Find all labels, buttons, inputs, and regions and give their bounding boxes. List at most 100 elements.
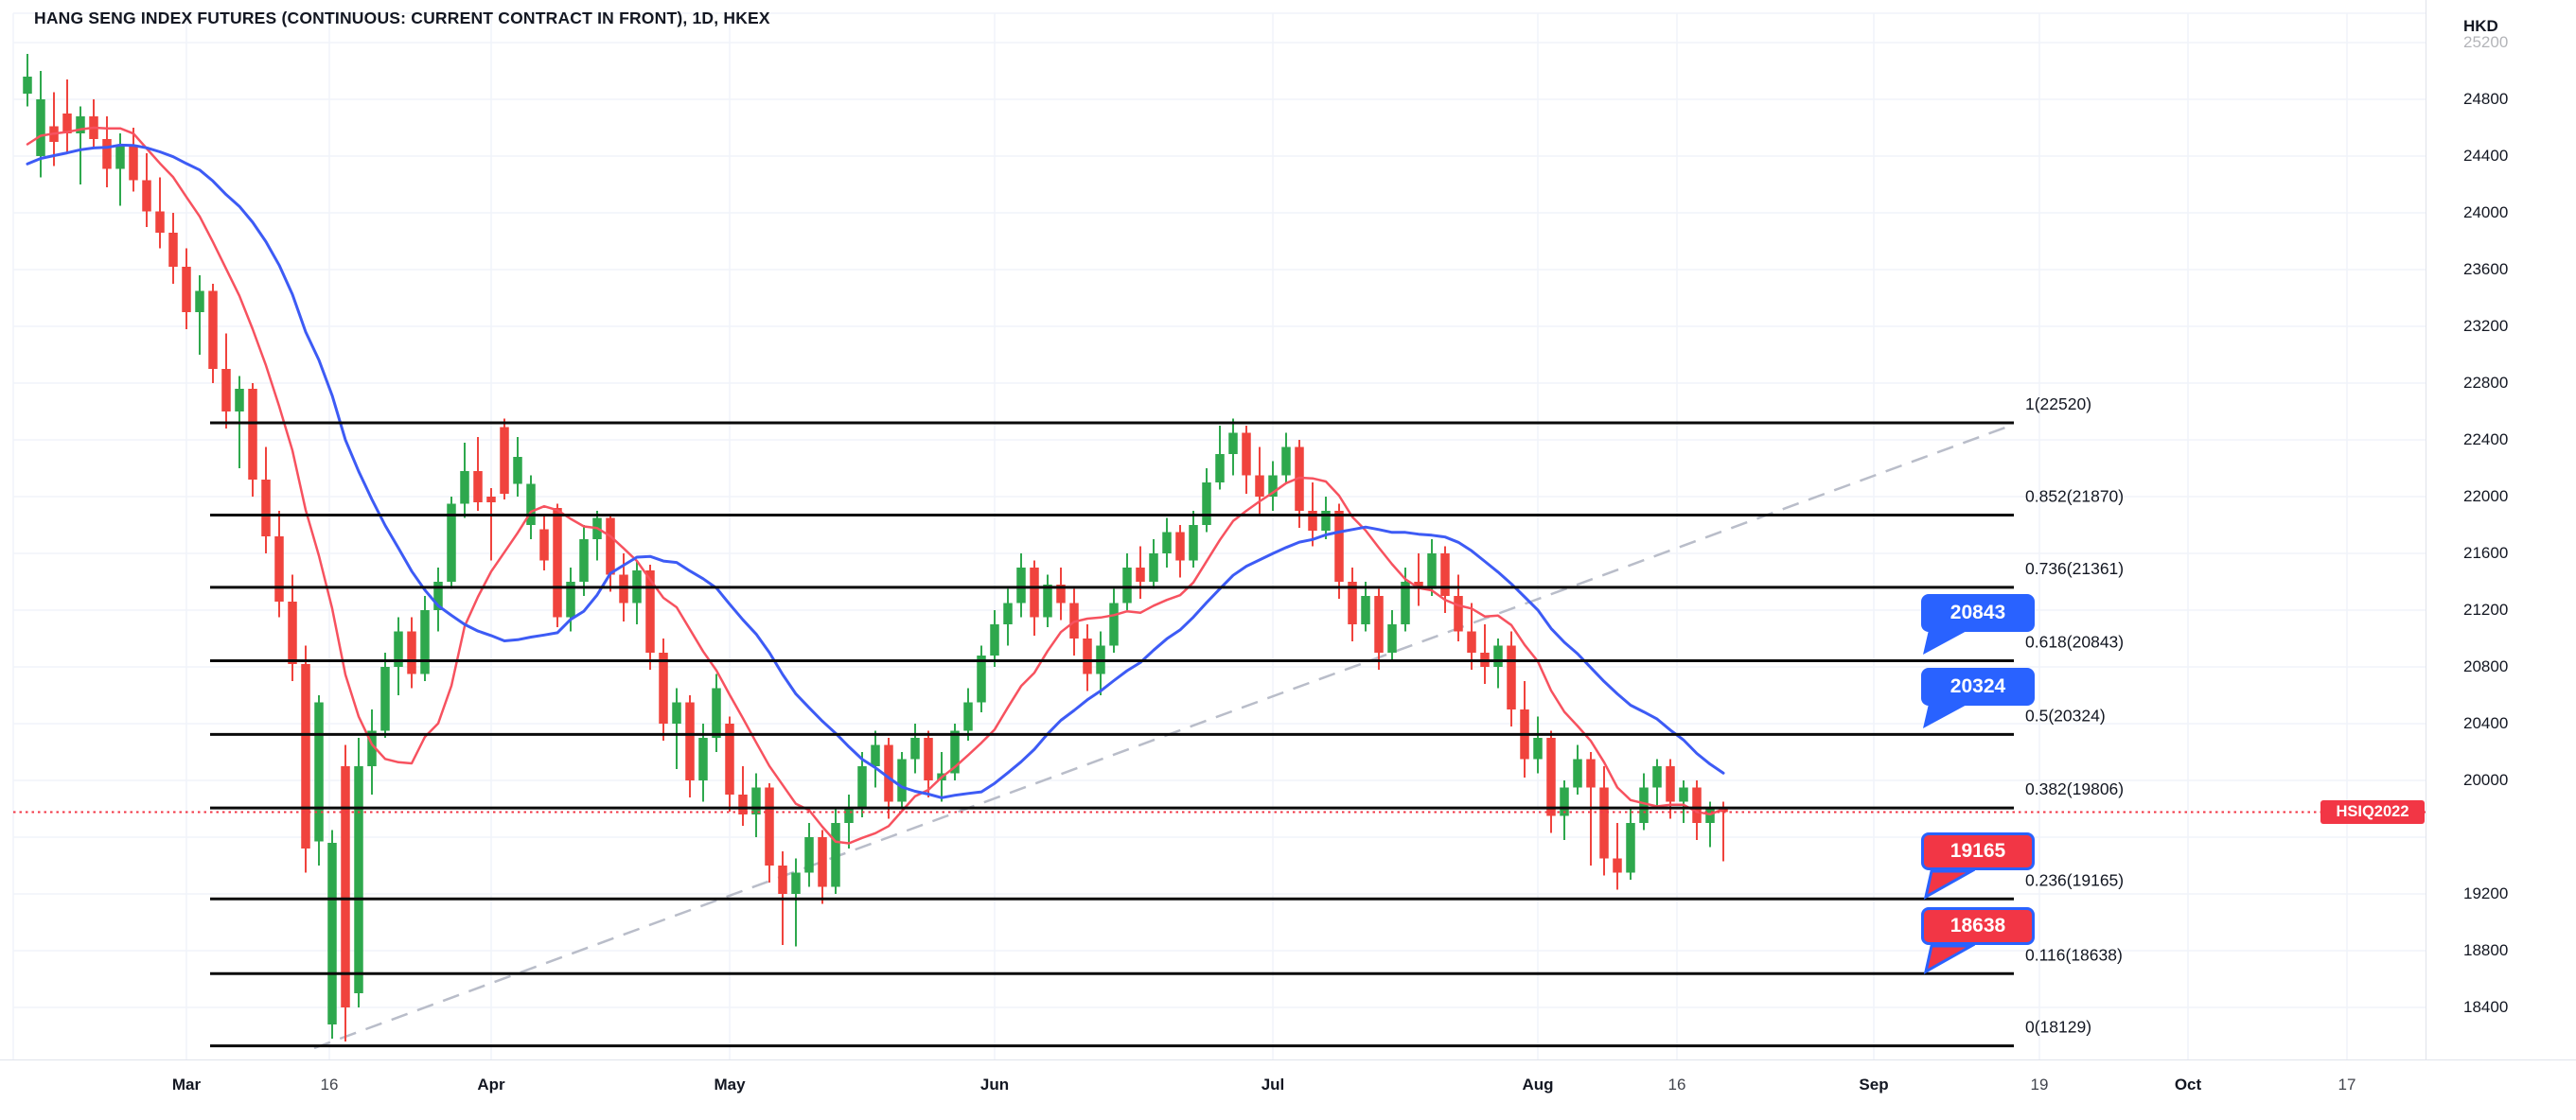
candle-up [460, 471, 469, 504]
fib-level-label: 0(18129) [2025, 1018, 2091, 1037]
y-axis-label: 18800 [2463, 941, 2509, 959]
candle-down [553, 508, 562, 618]
candle-up [1281, 446, 1291, 476]
candle-up [235, 389, 244, 411]
x-axis-label: Jun [979, 1076, 1010, 1094]
candle-up [1122, 568, 1132, 604]
candle-up [1705, 809, 1715, 823]
y-axis-label: 22000 [2463, 487, 2509, 505]
candle-up [1493, 645, 1503, 667]
candle-up [1401, 582, 1410, 624]
candle-up [871, 744, 880, 766]
x-axis-label: May [714, 1076, 746, 1094]
candle-down [473, 471, 483, 502]
candle-down [248, 389, 257, 480]
candle-down [1242, 432, 1251, 476]
callout-text: 19165 [1950, 840, 2006, 862]
candle-down [407, 631, 416, 674]
y-axis-label: 20800 [2463, 657, 2509, 675]
y-axis-label: 22400 [2463, 430, 2509, 448]
candle-up [513, 457, 522, 484]
candle-up [314, 702, 324, 842]
callout-text: 20324 [1950, 675, 2006, 697]
candle-up [380, 667, 390, 731]
candle-up [977, 656, 986, 703]
candle-down [818, 837, 827, 887]
candle-down [341, 766, 350, 1007]
candle-down [288, 602, 297, 664]
y-axis-panel[interactable]: HKD 25200 24800 24400 24000 23600 23200 22800 2… [2426, 0, 2576, 1059]
candle-down [539, 529, 549, 561]
y-axis-label: 21600 [2463, 544, 2509, 562]
y-axis-label: 18400 [2463, 998, 2509, 1016]
candle-down [1454, 596, 1463, 632]
fib-level-label: 0.236(19165) [2025, 870, 2124, 889]
x-axis-label: 19 [2030, 1076, 2049, 1094]
candle-up [831, 823, 840, 887]
candle-down [1030, 568, 1039, 618]
candle-up [367, 730, 377, 766]
candle-down [606, 517, 615, 575]
candle-down [155, 211, 165, 233]
price-callout-18638[interactable]: 18638 [1921, 907, 2035, 974]
candle-down [274, 536, 284, 602]
candle-up [76, 116, 85, 133]
x-axis-label: Aug [1522, 1076, 1554, 1094]
y-axis-label: 20400 [2463, 714, 2509, 732]
fib-level-label: 0.736(21361) [2025, 559, 2124, 578]
candle-up [990, 624, 999, 656]
y-axis-label: 24400 [2463, 147, 2509, 165]
candle-up [1387, 624, 1397, 653]
candle-down [62, 114, 72, 133]
candle-up [394, 631, 403, 667]
candle-up [566, 582, 575, 618]
candle-down [725, 724, 734, 795]
candle-down [1666, 766, 1675, 802]
candle-up [1268, 475, 1278, 497]
candle-up [433, 582, 443, 610]
candle-down [221, 369, 231, 411]
fib-level-label: 0.116(18638) [2025, 945, 2123, 964]
candle-down [208, 290, 218, 369]
candle-down [1136, 568, 1145, 582]
candle-down [1308, 511, 1317, 531]
candle-down [1586, 759, 1596, 788]
price-callout-20843[interactable]: 20843 [1921, 594, 2035, 655]
candle-up [1228, 432, 1238, 454]
x-axis-panel[interactable]: Mar 16 Apr May Jun Jul Aug 16 Sep 19 Oct 17 [0, 1059, 2576, 1120]
y-axis-label: 25200 [2463, 33, 2509, 51]
candle-up [420, 610, 430, 674]
candle-up [1361, 596, 1370, 624]
callout-text: 18638 [1950, 915, 2006, 936]
candle-down [301, 664, 310, 849]
candle-down [1175, 532, 1185, 561]
fib-level-label: 1(22520) [2025, 394, 2091, 413]
y-axis-label: 20000 [2463, 771, 2509, 789]
candle-down [765, 787, 774, 866]
price-callout-20324[interactable]: 20324 [1921, 668, 2035, 728]
x-axis-label: Jul [1261, 1076, 1285, 1094]
candle-down [1255, 475, 1264, 497]
fib-level-label: 0.618(20843) [2025, 633, 2124, 652]
candle-up [791, 872, 801, 894]
candle-down [685, 702, 695, 780]
symbol-title: HANG SENG INDEX FUTURES (CONTINUOUS: CUR… [34, 9, 770, 27]
candle-down [102, 139, 112, 169]
candle-down [1546, 738, 1556, 816]
candle-up [1162, 532, 1172, 553]
price-callout-19165[interactable]: 19165 [1921, 832, 2035, 900]
candle-down [500, 427, 509, 494]
candle-down [142, 180, 151, 212]
candle-down [884, 744, 893, 802]
candle-up [1215, 454, 1225, 482]
callout-text: 20843 [1950, 602, 2006, 623]
candle-up [1149, 553, 1158, 582]
x-axis-label: 16 [1667, 1076, 1686, 1094]
contract-price-tag[interactable]: HSIQ2022 [2320, 800, 2425, 824]
candle-down [1613, 858, 1622, 873]
x-axis-label: Apr [477, 1076, 505, 1094]
candle-up [115, 146, 125, 169]
candle-up [354, 766, 363, 993]
ma-slow-line [26, 143, 1725, 799]
